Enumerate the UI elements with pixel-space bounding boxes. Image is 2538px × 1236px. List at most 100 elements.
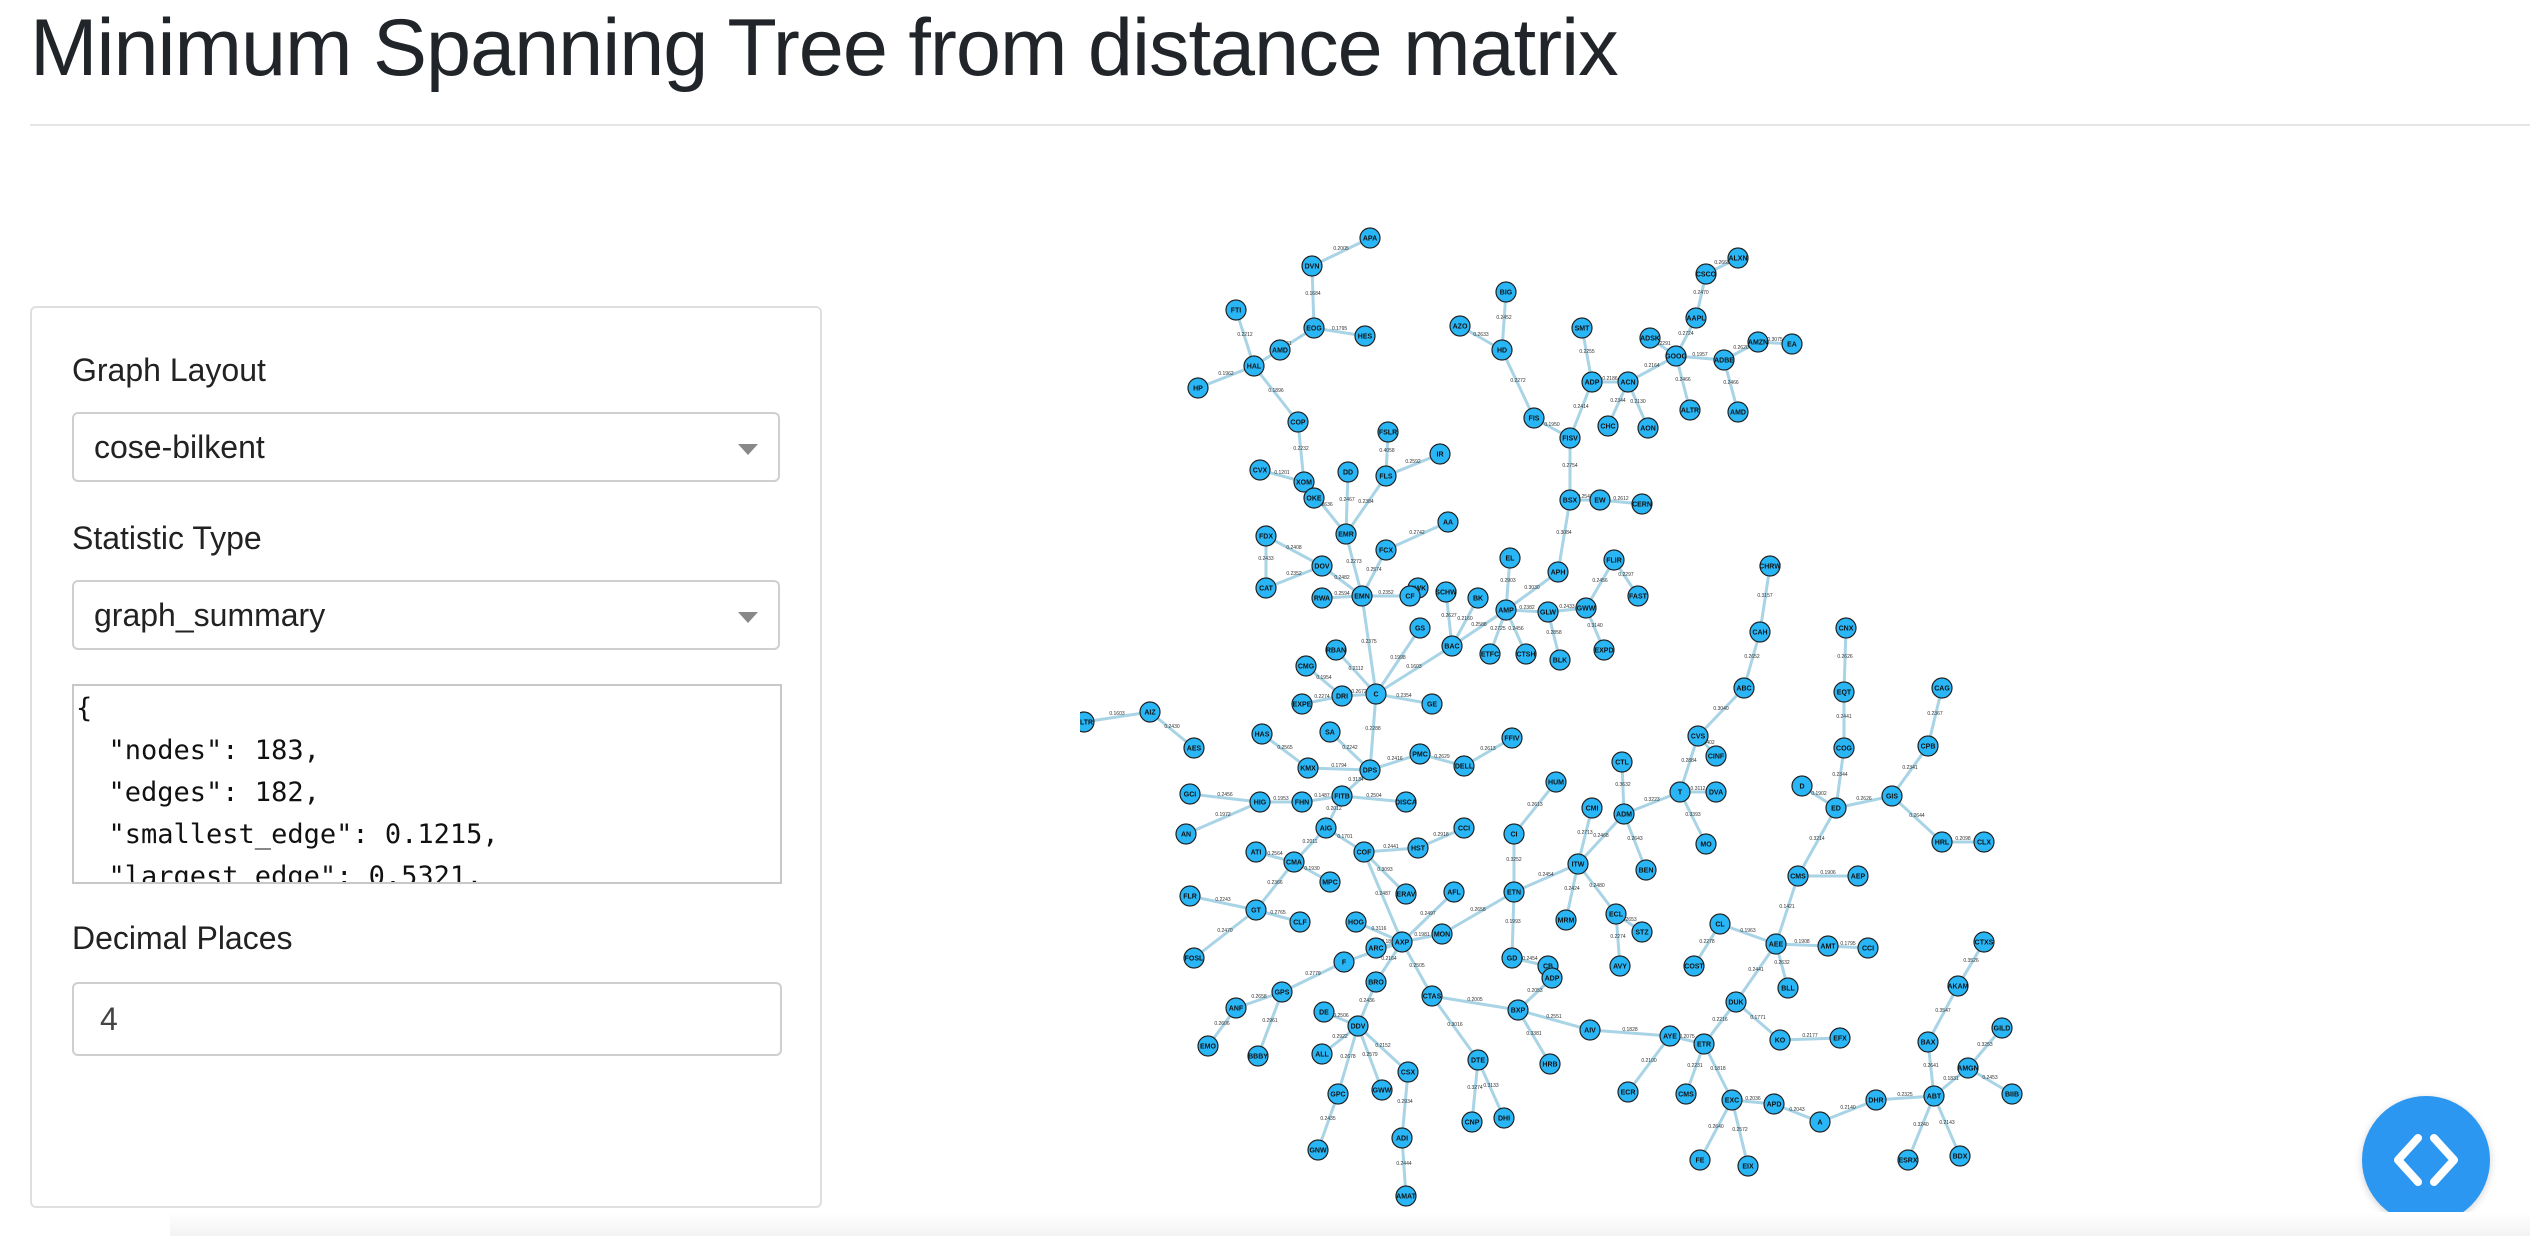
graph-node[interactable] [1291, 693, 1313, 715]
graph-node[interactable] [1179, 885, 1201, 907]
graph-node[interactable] [1437, 511, 1459, 533]
graph-node[interactable] [1247, 1045, 1269, 1067]
graph-node[interactable] [1347, 1015, 1369, 1037]
graph-node[interactable] [1617, 371, 1639, 393]
mst-edge[interactable] [1083, 710, 1151, 724]
graph-node[interactable] [1491, 339, 1513, 361]
graph-node[interactable] [1559, 427, 1581, 449]
graph-node[interactable] [1287, 411, 1309, 433]
graph-node[interactable] [1371, 1079, 1393, 1101]
graph-node[interactable] [1409, 743, 1431, 765]
graph-node[interactable] [1659, 1025, 1681, 1047]
graph-node[interactable] [1791, 775, 1813, 797]
graph-node[interactable] [1627, 585, 1649, 607]
mst-edge[interactable] [1696, 686, 1746, 738]
graph-node[interactable] [1325, 639, 1347, 661]
graph-node[interactable] [1683, 955, 1705, 977]
graph-node[interactable] [1897, 1149, 1919, 1171]
graph-node[interactable] [1693, 1033, 1715, 1055]
graph-node[interactable] [1307, 1139, 1329, 1161]
graph-node[interactable] [1461, 1111, 1483, 1133]
graph-node[interactable] [1609, 955, 1631, 977]
graph-node[interactable] [1713, 349, 1735, 371]
graph-node[interactable] [1727, 401, 1749, 423]
graph-node[interactable] [1319, 871, 1341, 893]
mst-edge[interactable] [1431, 994, 1519, 1012]
mst-edge[interactable] [1362, 851, 1404, 943]
graph-node[interactable] [1395, 883, 1417, 905]
graph-node[interactable] [1787, 865, 1809, 887]
graph-node[interactable] [1479, 643, 1501, 665]
graph-node[interactable] [1225, 997, 1247, 1019]
mst-edge[interactable] [1890, 794, 1944, 844]
mst-edge[interactable] [1505, 570, 1559, 612]
graph-node[interactable] [1737, 1155, 1759, 1177]
graph-node[interactable] [1327, 1083, 1349, 1105]
graph-node[interactable] [1375, 539, 1397, 561]
code-toggle-button[interactable] [2362, 1096, 2490, 1224]
graph-node[interactable] [1507, 999, 1529, 1021]
mst-edge[interactable] [1698, 1099, 1734, 1161]
mst-edge[interactable] [1400, 890, 1456, 944]
graph-node[interactable] [1833, 681, 1855, 703]
graph-node[interactable] [1351, 585, 1373, 607]
graph-node[interactable] [1467, 1049, 1489, 1071]
graph-node[interactable] [1685, 307, 1707, 329]
mst-edge[interactable] [1360, 595, 1378, 695]
graph-node[interactable] [1817, 935, 1839, 957]
graph-node[interactable] [1881, 785, 1903, 807]
graph-node[interactable] [1365, 971, 1387, 993]
graph-node[interactable] [1197, 1035, 1219, 1057]
graph-node[interactable] [1857, 937, 1879, 959]
graph-node[interactable] [1269, 339, 1291, 361]
graph-node[interactable] [1249, 459, 1271, 481]
graph-node[interactable] [1515, 643, 1537, 665]
graph-node[interactable] [1345, 911, 1367, 933]
graph-node[interactable] [1957, 1057, 1979, 1079]
graph-node[interactable] [1303, 487, 1325, 509]
graph-node[interactable] [1409, 617, 1431, 639]
graph-node[interactable] [1635, 859, 1657, 881]
graph-node[interactable] [1559, 489, 1581, 511]
graph-node[interactable] [1467, 587, 1489, 609]
graph-node[interactable] [1501, 727, 1523, 749]
mst-edge[interactable] [1441, 890, 1515, 936]
graph-node[interactable] [1613, 803, 1635, 825]
graph-node[interactable] [1391, 931, 1413, 953]
graph-node[interactable] [1923, 1085, 1945, 1107]
graph-node[interactable] [1825, 797, 1847, 819]
mst-edge[interactable] [1374, 627, 1422, 695]
graph-node[interactable] [1255, 577, 1277, 599]
statistic-type-select[interactable]: graph_summary [72, 580, 780, 650]
mst-edge[interactable] [1185, 800, 1261, 836]
graph-node[interactable] [1567, 853, 1589, 875]
mst-edge[interactable] [1626, 1035, 1672, 1093]
graph-node[interactable] [1973, 931, 1995, 953]
graph-node[interactable] [1255, 525, 1277, 547]
mst-edge[interactable] [1796, 807, 1838, 877]
graph-node[interactable] [1547, 561, 1569, 583]
statistic-output[interactable]: { "nodes": 183, "edges": 182, "smallest_… [72, 684, 782, 884]
graph-layout-select[interactable]: cose-bilkent [72, 412, 780, 482]
graph-node[interactable] [1665, 345, 1687, 367]
graph-node[interactable] [1453, 755, 1475, 777]
graph-node[interactable] [1421, 985, 1443, 1007]
graph-node[interactable] [1669, 781, 1691, 803]
graph-node[interactable] [1175, 823, 1197, 845]
graph-node[interactable] [1675, 1083, 1697, 1105]
graph-node[interactable] [1291, 791, 1313, 813]
graph-node[interactable] [1333, 951, 1355, 973]
graph-node[interactable] [1611, 751, 1633, 773]
mst-edge[interactable] [1932, 1095, 1962, 1157]
graph-node[interactable] [1331, 785, 1353, 807]
mst-edge[interactable] [1375, 644, 1453, 696]
graph-node[interactable] [1639, 327, 1661, 349]
graph-node[interactable] [1311, 1043, 1333, 1065]
graph-node[interactable] [1597, 415, 1619, 437]
graph-node[interactable] [1495, 599, 1517, 621]
graph-node[interactable] [1725, 991, 1747, 1013]
graph-node[interactable] [1377, 421, 1399, 443]
graph-node[interactable] [1679, 399, 1701, 421]
graph-node[interactable] [1759, 555, 1781, 577]
graph-node[interactable] [1499, 547, 1521, 569]
